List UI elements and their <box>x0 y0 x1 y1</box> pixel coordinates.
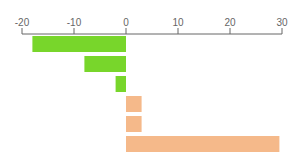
svg-text:-10: -10 <box>67 17 82 28</box>
svg-text:0: 0 <box>123 17 129 28</box>
svg-text:20: 20 <box>224 17 236 28</box>
svg-text:30: 30 <box>276 17 288 28</box>
svg-text:10: 10 <box>172 17 184 28</box>
svg-text:-20: -20 <box>15 17 30 28</box>
